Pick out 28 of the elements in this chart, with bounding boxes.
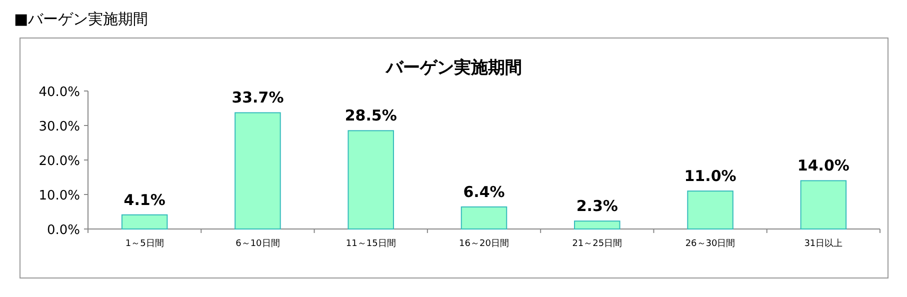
x-tick-label: 6～10日間 <box>236 238 280 249</box>
x-tick-label: 16～20日間 <box>459 238 509 249</box>
text: ■バーゲン実施期間 <box>14 10 148 28</box>
bar <box>348 130 394 230</box>
data-label: 33.7% <box>232 88 284 107</box>
data-label: 4.1% <box>124 190 166 209</box>
x-tick-label: 31日以上 <box>804 238 843 249</box>
x-tick-label: 26～30日間 <box>685 238 736 249</box>
x-tick-label: 1～5日間 <box>125 238 164 249</box>
data-label: 2.3% <box>576 197 618 216</box>
y-tick-label: 20.0% <box>38 154 80 169</box>
y-tick-label: 30.0% <box>38 120 80 134</box>
data-label: 6.4% <box>463 182 505 201</box>
data-label: 28.5% <box>344 106 397 125</box>
bar <box>687 190 734 230</box>
y-tick-label: 40.0% <box>38 85 80 100</box>
data-label: 14.0% <box>797 156 850 175</box>
x-tick-label: 21～25日間 <box>572 238 622 249</box>
data-label: 11.0% <box>684 167 736 186</box>
y-tick-label: 0.0% <box>46 223 80 238</box>
y-tick-label: 10.0% <box>38 188 80 204</box>
bar <box>121 214 168 230</box>
bar <box>460 206 508 230</box>
chart-title: バーゲン実施期間 <box>385 58 522 78</box>
bar <box>800 180 847 230</box>
bar <box>574 220 620 230</box>
bar <box>234 112 281 230</box>
x-tick-label: 11～15日間 <box>346 238 396 249</box>
